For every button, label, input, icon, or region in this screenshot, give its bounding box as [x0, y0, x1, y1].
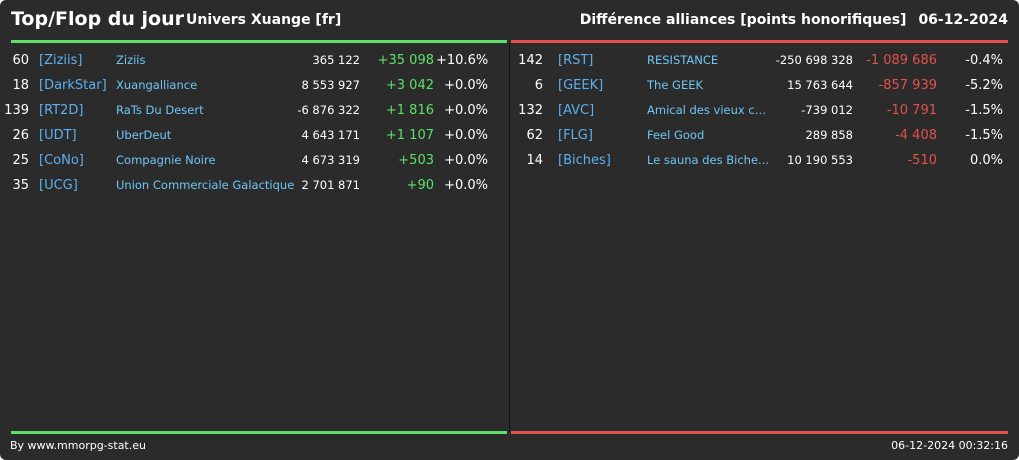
alliance-name[interactable]: RaTs Du Desert	[116, 103, 204, 117]
rank: 139	[4, 103, 29, 118]
header-right: Différence alliances [points honorifique…	[580, 12, 1008, 28]
alliance-tag[interactable]: [FLG]	[558, 128, 593, 143]
alliance-tag[interactable]: [RST]	[558, 53, 594, 68]
percentage: +0.0%	[444, 153, 488, 168]
table-row[interactable]: 18 [DarkStar] Xuangalliance 8 553 927 +3…	[0, 73, 509, 98]
rank: 35	[12, 178, 29, 193]
difference: +1 816	[385, 103, 434, 118]
rank: 142	[518, 53, 543, 68]
alliance-name[interactable]: The GEEK	[647, 78, 704, 92]
difference: -10 791	[886, 103, 937, 118]
table-row[interactable]: 25 [CoNo] Compagnie Noire 4 673 319 +503…	[0, 148, 509, 173]
rank: 6	[534, 78, 543, 93]
alliance-name[interactable]: Compagnie Noire	[116, 153, 216, 167]
alliance-tag[interactable]: [UCG]	[39, 178, 78, 193]
table-row[interactable]: 62 [FLG] Feel Good 289 858 -4 408 -1.5%	[511, 123, 1008, 148]
difference: +3 042	[385, 78, 434, 93]
percentage: -1.5%	[965, 128, 1003, 143]
footer-timestamp: 06-12-2024 00:32:16	[891, 439, 1008, 452]
rank: 26	[12, 128, 29, 143]
percentage: -0.4%	[965, 53, 1003, 68]
alliance-name[interactable]: Union Commerciale Galactique	[116, 178, 295, 192]
percentage: +0.0%	[444, 78, 488, 93]
rank: 14	[526, 153, 543, 168]
rank: 132	[518, 103, 543, 118]
alliance-tag[interactable]: [DarkStar]	[39, 78, 107, 93]
points: 10 190 553	[787, 153, 853, 167]
table-row[interactable]: 6 [GEEK] The GEEK 15 763 644 -857 939 -5…	[511, 73, 1008, 98]
difference: -1 089 686	[866, 53, 937, 68]
alliance-name[interactable]: Feel Good	[647, 128, 705, 142]
alliance-tag[interactable]: [UDT]	[39, 128, 77, 143]
rank: 25	[12, 153, 29, 168]
universe-label: Univers Xuange [fr]	[186, 12, 342, 28]
points: 365 122	[312, 53, 360, 67]
flop-bar-bottom	[511, 431, 1008, 434]
header-date: 06-12-2024	[918, 12, 1008, 28]
rank: 60	[12, 53, 29, 68]
top-bar-top	[11, 40, 507, 43]
percentage: +10.6%	[436, 53, 488, 68]
top-bar-bottom	[11, 431, 507, 434]
header: Top/Flop du jour Univers Xuange [fr] Dif…	[0, 0, 1019, 40]
points: -250 698 328	[775, 53, 853, 67]
flop-bar-top	[511, 40, 1008, 43]
difference: -510	[907, 153, 937, 168]
table-row[interactable]: 60 [Ziziis] Ziziis 365 122 +35 098 +10.6…	[0, 48, 509, 73]
subtitle: Différence alliances [points honorifique…	[579, 12, 907, 28]
footer-credit[interactable]: By www.mmorpg-stat.eu	[10, 439, 146, 452]
points: -6 876 322	[297, 103, 360, 117]
page-title: Top/Flop du jour	[11, 8, 184, 30]
flop-panel: 142 [RST] RESISTANCE -250 698 328 -1 089…	[511, 48, 1008, 173]
difference: -4 408	[895, 128, 937, 143]
table-row[interactable]: 142 [RST] RESISTANCE -250 698 328 -1 089…	[511, 48, 1008, 73]
alliance-tag[interactable]: [RT2D]	[39, 103, 84, 118]
alliance-name[interactable]: Le sauna des Biche...	[647, 153, 770, 167]
difference: -857 939	[878, 78, 937, 93]
alliance-tag[interactable]: [Ziziis]	[39, 53, 83, 68]
rank: 18	[12, 78, 29, 93]
points: 2 701 871	[301, 178, 360, 192]
alliance-name[interactable]: Xuangalliance	[116, 78, 198, 92]
alliance-tag[interactable]: [GEEK]	[558, 78, 604, 93]
points: 4 673 319	[301, 153, 360, 167]
difference: +90	[406, 178, 434, 193]
table-row[interactable]: 132 [AVC] Amical des vieux co... -739 01…	[511, 98, 1008, 123]
points: 289 858	[805, 128, 853, 142]
percentage: +0.0%	[444, 103, 488, 118]
alliance-name[interactable]: RESISTANCE	[647, 53, 719, 67]
table-row[interactable]: 139 [RT2D] RaTs Du Desert -6 876 322 +1 …	[0, 98, 509, 123]
table-row[interactable]: 14 [Biches] Le sauna des Biche... 10 190…	[511, 148, 1008, 173]
difference: +35 098	[377, 53, 434, 68]
alliance-name[interactable]: Ziziis	[116, 53, 146, 67]
alliance-tag[interactable]: [AVC]	[558, 103, 595, 118]
points: 4 643 171	[301, 128, 360, 142]
alliance-tag[interactable]: [Biches]	[558, 153, 611, 168]
panel-divider	[509, 43, 510, 432]
rank: 62	[526, 128, 543, 143]
alliance-tag[interactable]: [CoNo]	[39, 153, 84, 168]
points: 8 553 927	[301, 78, 360, 92]
table-row[interactable]: 26 [UDT] UberDeut 4 643 171 +1 107 +0.0%	[0, 123, 509, 148]
percentage: 0.0%	[969, 153, 1003, 168]
difference: +1 107	[385, 128, 434, 143]
top-panel: 60 [Ziziis] Ziziis 365 122 +35 098 +10.6…	[0, 48, 509, 198]
alliance-name[interactable]: Amical des vieux co...	[647, 103, 771, 117]
percentage: +0.0%	[444, 128, 488, 143]
percentage: +0.0%	[444, 178, 488, 193]
table-row[interactable]: 35 [UCG] Union Commerciale Galactique 2 …	[0, 173, 509, 198]
percentage: -5.2%	[965, 78, 1003, 93]
percentage: -1.5%	[965, 103, 1003, 118]
points: -739 012	[801, 103, 853, 117]
alliance-name[interactable]: UberDeut	[116, 128, 172, 142]
difference: +503	[398, 153, 434, 168]
points: 15 763 644	[787, 78, 853, 92]
